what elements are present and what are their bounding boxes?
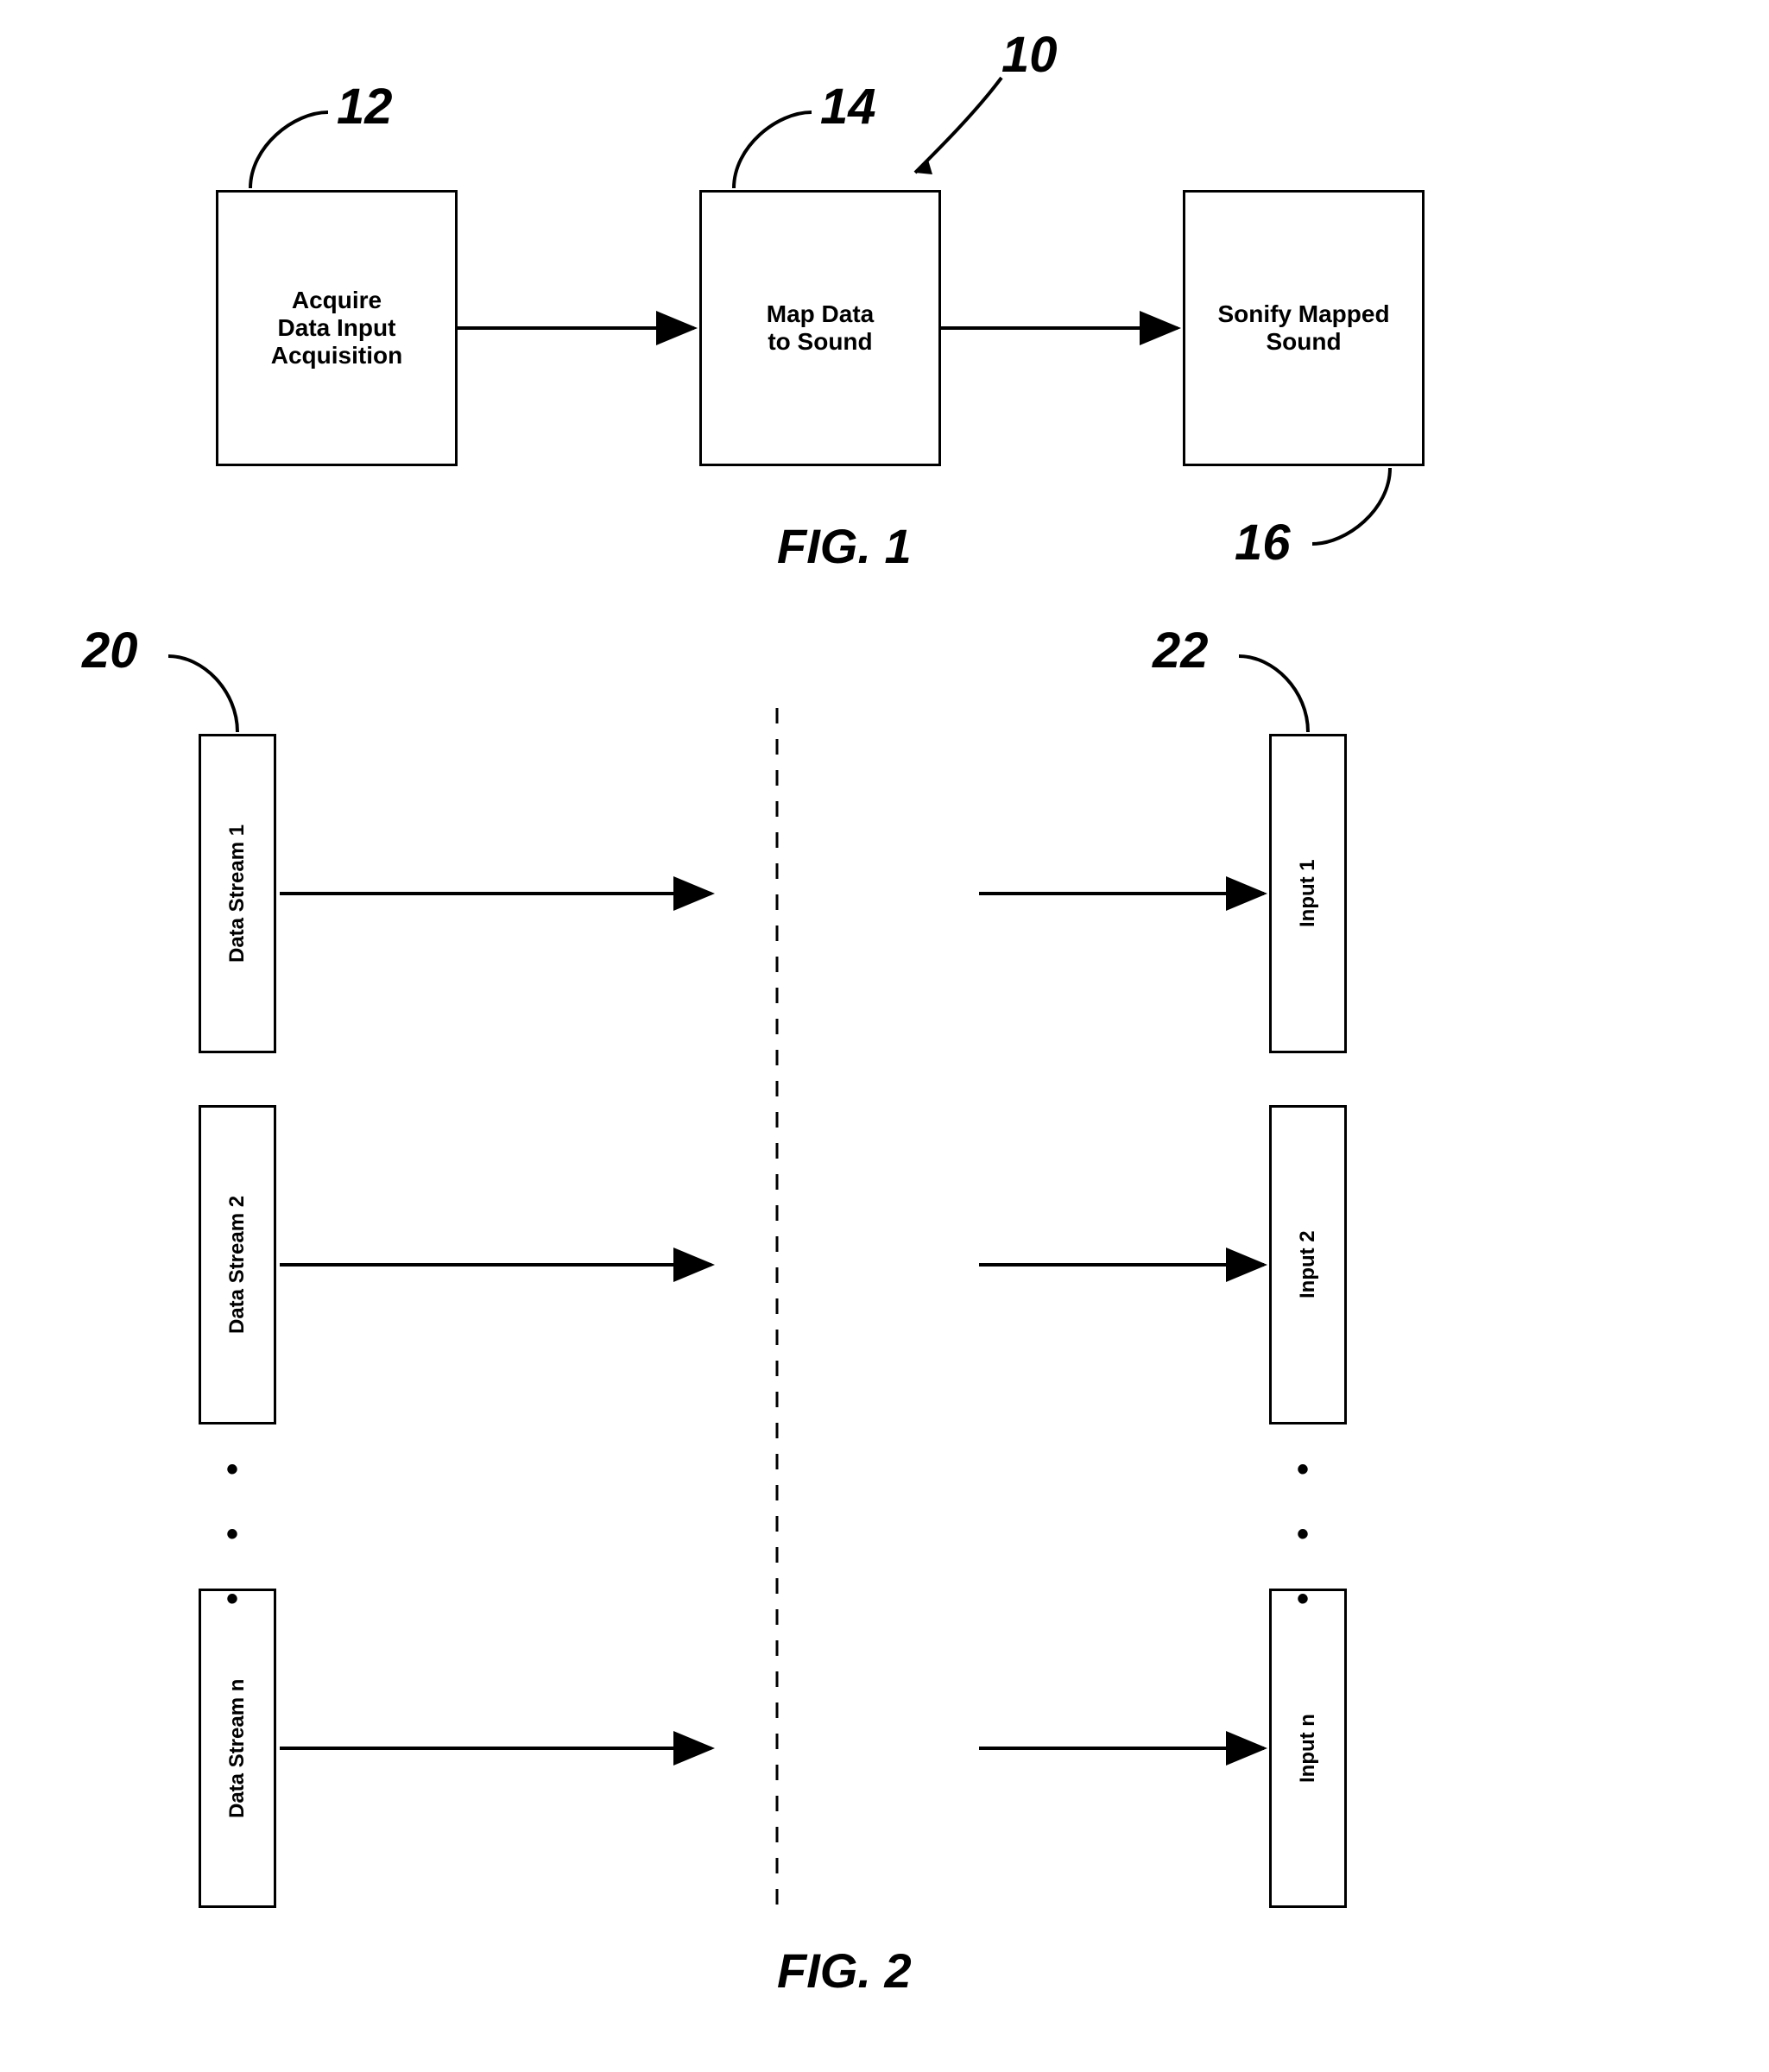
ref-12: 12: [337, 78, 393, 136]
fig2-left-box-0-label: Data Stream 1: [218, 818, 256, 970]
fig2-left-box-2-label: Data Stream n: [218, 1671, 256, 1824]
fig2-right-box-1: Input 2: [1269, 1105, 1347, 1424]
fig2-left-box-2: Data Stream n: [199, 1589, 276, 1908]
ref-10: 10: [1001, 26, 1058, 84]
ellipsis-right: •••: [1297, 1450, 1309, 1619]
ref-20: 20: [82, 622, 138, 679]
fig1-box-0-label: Acquire Data Input Acquisition: [264, 280, 409, 376]
ref-14: 14: [820, 78, 876, 136]
fig2-left-box-1-label: Data Stream 2: [218, 1189, 256, 1341]
fig1-box-2-label: Sonify Mapped Sound: [1210, 294, 1396, 363]
fig2-right-box-1-label: Input 2: [1289, 1224, 1327, 1306]
fig2-left-box-0: Data Stream 1: [199, 734, 276, 1053]
fig1-box-2: Sonify Mapped Sound: [1183, 190, 1425, 466]
fig2-title: FIG. 2: [777, 1942, 912, 1999]
fig1-title: FIG. 1: [777, 518, 912, 574]
ref-22: 22: [1153, 622, 1209, 679]
fig1-box-1: Map Data to Sound: [699, 190, 941, 466]
fig2-right-box-2-label: Input n: [1289, 1707, 1327, 1790]
ellipsis-left: •••: [226, 1450, 238, 1619]
fig2-right-box-0-label: Input 1: [1289, 853, 1327, 935]
fig1-box-1-label: Map Data to Sound: [760, 294, 881, 363]
fig2-right-box-2: Input n: [1269, 1589, 1347, 1908]
fig1-box-0: Acquire Data Input Acquisition: [216, 190, 458, 466]
ref-16: 16: [1235, 514, 1291, 572]
fig2-right-box-0: Input 1: [1269, 734, 1347, 1053]
fig2-left-box-1: Data Stream 2: [199, 1105, 276, 1424]
